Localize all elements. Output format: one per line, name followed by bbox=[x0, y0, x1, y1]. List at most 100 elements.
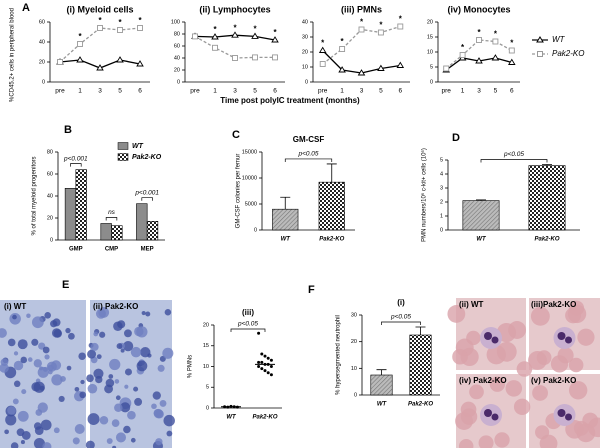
cell bbox=[159, 399, 167, 407]
x-tick-label: pre bbox=[55, 88, 65, 95]
y-tick-label: 60 bbox=[174, 43, 180, 49]
image-caption: (iv) Pak2-KO bbox=[459, 376, 507, 385]
red-cell bbox=[452, 348, 468, 365]
y-tick-label: 20 bbox=[302, 49, 308, 55]
x-axis-label: Time post polyIC treatment (months) bbox=[220, 96, 360, 105]
cell bbox=[33, 359, 42, 368]
image-caption: (iii)Pak2-KO bbox=[531, 300, 576, 309]
cell bbox=[60, 376, 66, 382]
red-cell bbox=[494, 432, 510, 448]
cell bbox=[122, 341, 134, 352]
cell bbox=[53, 427, 60, 434]
panel-label: E bbox=[62, 279, 69, 291]
marker bbox=[319, 61, 326, 67]
error-bar bbox=[476, 199, 486, 201]
cell bbox=[85, 440, 95, 448]
p-value: ns bbox=[108, 209, 116, 216]
cell bbox=[31, 338, 39, 346]
x-tick-label: 3 bbox=[360, 88, 364, 95]
p-value: p<0.05 bbox=[237, 321, 258, 328]
red-cell bbox=[469, 384, 484, 400]
y-tick-label: 3 bbox=[440, 185, 443, 191]
cell bbox=[108, 374, 114, 379]
x-tick-label: Pak2-KO bbox=[319, 237, 344, 243]
x-tick-label: GMP bbox=[69, 247, 83, 253]
cell bbox=[66, 365, 72, 371]
marker bbox=[397, 23, 404, 30]
cell bbox=[78, 352, 86, 360]
cell bbox=[40, 419, 52, 431]
marker bbox=[338, 66, 346, 73]
y-axis-label: % PMNs bbox=[188, 355, 194, 378]
x-tick-label: pre bbox=[318, 88, 328, 95]
significance: * bbox=[233, 23, 237, 32]
x-tick-label: 1 bbox=[78, 88, 82, 95]
cell bbox=[0, 358, 9, 367]
nucleus bbox=[557, 332, 566, 340]
legend-swatch bbox=[117, 142, 129, 150]
marker bbox=[476, 37, 482, 43]
image-caption: (ii) Pak2-KO bbox=[93, 302, 138, 311]
line bbox=[194, 35, 275, 59]
bar bbox=[528, 165, 566, 231]
bracket bbox=[70, 163, 82, 167]
y-tick-label: 60 bbox=[39, 19, 45, 25]
cell bbox=[26, 313, 31, 318]
bracket bbox=[230, 328, 266, 332]
marker bbox=[475, 57, 483, 64]
cell bbox=[21, 431, 31, 440]
cell bbox=[136, 360, 148, 372]
panel-label: F bbox=[308, 284, 315, 296]
cell bbox=[109, 358, 121, 371]
cell bbox=[136, 326, 148, 338]
significance: * bbox=[118, 18, 122, 27]
y-tick-label: 10 bbox=[302, 64, 308, 70]
cell bbox=[87, 349, 97, 359]
nucleus bbox=[491, 413, 499, 421]
cell bbox=[34, 426, 44, 435]
point bbox=[269, 358, 273, 362]
marker bbox=[492, 38, 499, 45]
y-tick-label: 20 bbox=[203, 322, 209, 328]
y-tick-label: 0 bbox=[254, 227, 257, 233]
y-tick-label: 0 bbox=[440, 227, 443, 233]
chart-title: (iv) Monocytes bbox=[447, 4, 510, 14]
marker bbox=[271, 36, 279, 43]
image-caption: (v) Pak2-KO bbox=[531, 376, 576, 385]
x-tick-label: Pak2-KO bbox=[534, 237, 559, 243]
cell bbox=[95, 308, 106, 319]
panel-label: B bbox=[64, 124, 72, 136]
marker bbox=[96, 64, 104, 71]
cell bbox=[80, 379, 85, 385]
cell bbox=[37, 402, 48, 413]
legend-label: Pak2-KO bbox=[132, 154, 162, 161]
point bbox=[257, 365, 261, 368]
panel-label: D bbox=[452, 132, 460, 144]
cell bbox=[4, 429, 9, 435]
y-tick-label: 40 bbox=[47, 193, 53, 199]
marker bbox=[212, 44, 218, 51]
x-tick-label: WT bbox=[377, 402, 388, 408]
red-cell bbox=[568, 357, 584, 373]
y-tick-label: 15 bbox=[427, 34, 433, 40]
x-tick-label: CMP bbox=[105, 247, 118, 253]
nucleus bbox=[491, 336, 499, 344]
x-tick-label: 3 bbox=[233, 88, 237, 95]
y-tick-label: 1 bbox=[440, 213, 443, 219]
chart-title: (i) Myeloid cells bbox=[66, 4, 133, 14]
y-tick-label: 15000 bbox=[242, 149, 257, 155]
red-cell bbox=[447, 305, 466, 323]
marker bbox=[231, 31, 239, 38]
y-tick-label: 20 bbox=[174, 67, 180, 73]
marker bbox=[251, 32, 259, 39]
y-tick-label: 80 bbox=[174, 31, 180, 37]
red-cell bbox=[568, 381, 588, 400]
cell bbox=[130, 346, 142, 358]
point bbox=[260, 352, 264, 356]
bar bbox=[100, 223, 112, 241]
p-value: p<0.001 bbox=[134, 189, 159, 196]
significance: * bbox=[461, 43, 465, 52]
cell bbox=[114, 379, 120, 384]
bracket bbox=[141, 197, 153, 201]
y-tick-label: 20 bbox=[47, 215, 53, 221]
